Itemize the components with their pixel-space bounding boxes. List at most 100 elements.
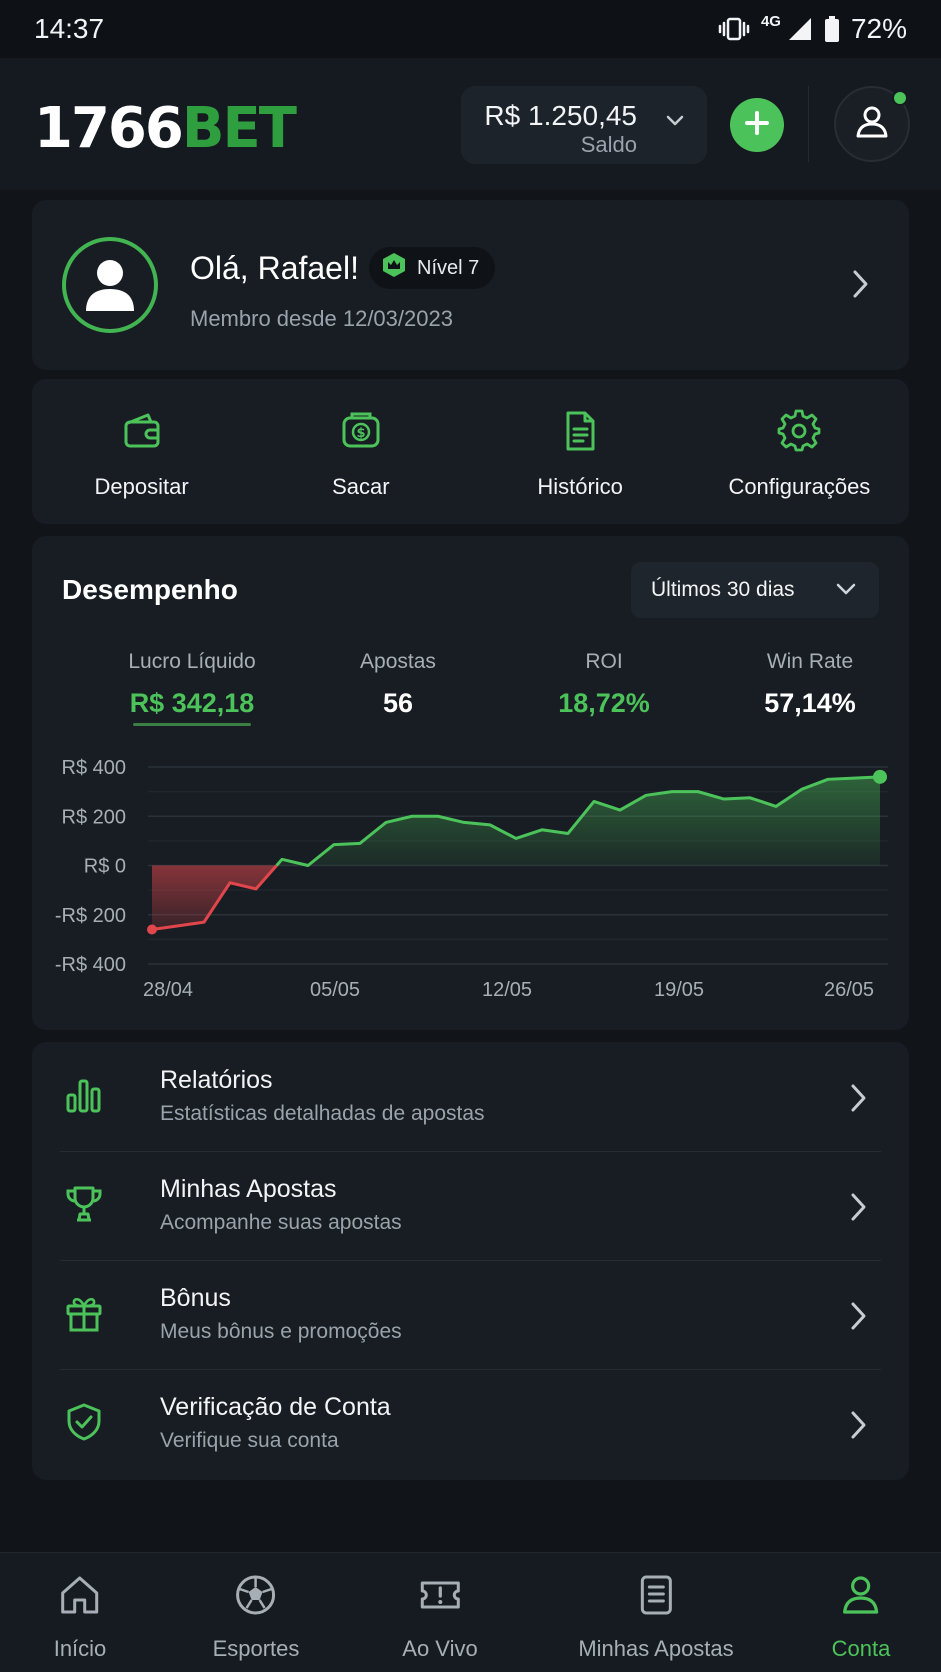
x-tick-label: 05/05 bbox=[310, 979, 360, 1001]
period-select[interactable]: Últimos 30 dias bbox=[631, 562, 879, 618]
shield-check-icon bbox=[64, 1402, 104, 1447]
brand-logo[interactable]: 1766BET bbox=[34, 96, 297, 161]
deposit-action[interactable]: Depositar bbox=[32, 379, 251, 524]
stat-label: Apostas bbox=[360, 650, 436, 673]
stat-net-profit: Lucro Líquido R$ 342,18 bbox=[89, 650, 295, 726]
menu-subtitle: Estatísticas detalhadas de apostas bbox=[160, 1102, 485, 1125]
x-tick-label: 28/04 bbox=[143, 979, 193, 1001]
nav-my-bets[interactable]: Minhas Apostas bbox=[578, 1573, 734, 1662]
menu-item-account-verification[interactable]: Verificação de Conta Verifique sua conta bbox=[60, 1369, 881, 1478]
stat-value: 57,14% bbox=[764, 688, 856, 718]
chevron-right-icon bbox=[851, 268, 869, 305]
menu-divider bbox=[60, 1151, 881, 1152]
status-time: 14:37 bbox=[34, 13, 105, 44]
stat-value: R$ 342,18 bbox=[129, 688, 255, 718]
menu-subtitle: Verifique sua conta bbox=[160, 1429, 339, 1452]
chevron-right-icon bbox=[849, 1300, 867, 1337]
menu-divider bbox=[60, 1260, 881, 1261]
profit-chart: R$ 400 R$ 200 R$ 0 -R$ 200 -R$ 400 28/04 05/05… bbox=[55, 757, 888, 1001]
battery-icon bbox=[823, 15, 841, 43]
header-divider bbox=[808, 86, 809, 162]
withdraw-label: Sacar bbox=[332, 474, 390, 499]
svg-text:$: $ bbox=[356, 426, 365, 441]
settings-label: Configurações bbox=[728, 474, 871, 499]
stat-label: Win Rate bbox=[766, 650, 854, 673]
menu-item-bonus[interactable]: Bônus Meus bônus e promoções bbox=[60, 1260, 881, 1369]
profile-card[interactable]: Olá, Rafael! Nível 7 Membro desde 12/03/… bbox=[32, 200, 909, 370]
menu-title: Verificação de Conta bbox=[160, 1393, 391, 1421]
logo-word: BET bbox=[181, 96, 297, 161]
chevron-right-icon bbox=[849, 1082, 867, 1119]
x-tick-label: 12/05 bbox=[482, 979, 532, 1001]
home-icon bbox=[58, 1573, 102, 1622]
gift-icon bbox=[64, 1293, 104, 1338]
nav-account[interactable]: Conta bbox=[831, 1573, 891, 1662]
logo-number: 1766 bbox=[34, 96, 184, 161]
withdraw-action[interactable]: $ Sacar bbox=[251, 379, 470, 524]
negative-area bbox=[152, 865, 277, 930]
menu-item-reports[interactable]: Relatórios Estatísticas detalhadas de ap… bbox=[60, 1042, 881, 1151]
account-menu: Relatórios Estatísticas detalhadas de ap… bbox=[32, 1042, 909, 1480]
nav-home[interactable]: Início bbox=[53, 1573, 107, 1662]
y-tick-label: R$ 0 bbox=[84, 856, 126, 878]
nav-label: Esportes bbox=[212, 1636, 300, 1661]
nav-sports[interactable]: Esportes bbox=[212, 1573, 300, 1662]
vibrate-icon bbox=[717, 15, 751, 43]
balance-amount: R$ 1.250,45 bbox=[484, 100, 637, 131]
plus-icon bbox=[744, 110, 770, 141]
signal-icon bbox=[787, 16, 813, 42]
nav-label: Conta bbox=[831, 1636, 891, 1661]
chevron-down-icon bbox=[836, 583, 856, 595]
performance-card: Desempenho Últimos 30 dias Lucro Líquido… bbox=[32, 536, 909, 1030]
positive-series-line bbox=[275, 775, 881, 867]
status-indicators: 4G 72% bbox=[717, 13, 907, 45]
crown-shield-icon bbox=[381, 252, 407, 284]
network-type: 4G bbox=[760, 12, 781, 30]
menu-divider bbox=[60, 1369, 881, 1370]
settings-action[interactable]: Configurações bbox=[690, 379, 909, 524]
y-tick-label: R$ 200 bbox=[62, 806, 127, 828]
y-tick-label: R$ 400 bbox=[62, 757, 127, 779]
stat-bets: Apostas 56 bbox=[295, 650, 501, 719]
greeting: Olá, Rafael! bbox=[190, 250, 359, 286]
gear-icon bbox=[777, 409, 821, 458]
nav-label: Início bbox=[53, 1636, 107, 1661]
history-label: Histórico bbox=[537, 474, 623, 499]
deposit-label: Depositar bbox=[94, 474, 189, 499]
stat-value: 18,72% bbox=[558, 688, 650, 718]
stat-roi: ROI 18,72% bbox=[501, 650, 707, 719]
nav-live[interactable]: Ao Vivo bbox=[402, 1573, 478, 1662]
wallet-icon bbox=[120, 409, 164, 458]
stat-value: 56 bbox=[382, 688, 414, 718]
start-point bbox=[147, 924, 157, 935]
y-tick-label: -R$ 400 bbox=[55, 954, 126, 976]
nav-label: Minhas Apostas bbox=[578, 1636, 734, 1661]
chevron-right-icon bbox=[849, 1409, 867, 1446]
menu-subtitle: Acompanhe suas apostas bbox=[160, 1211, 402, 1234]
end-point bbox=[873, 769, 887, 784]
balance-dropdown[interactable]: R$ 1.250,45 Saldo bbox=[461, 86, 707, 164]
menu-item-my-bets[interactable]: Minhas Apostas Acompanhe suas apostas bbox=[60, 1151, 881, 1260]
stat-label: Lucro Líquido bbox=[128, 650, 256, 673]
menu-title: Bônus bbox=[160, 1284, 231, 1312]
menu-subtitle: Meus bônus e promoções bbox=[160, 1320, 402, 1343]
user-icon bbox=[839, 1573, 883, 1622]
status-bar: 14:37 4G 72% bbox=[0, 0, 941, 58]
balance-label: Saldo bbox=[580, 132, 637, 157]
add-funds-button[interactable] bbox=[730, 98, 784, 152]
history-action[interactable]: Histórico bbox=[471, 379, 690, 524]
ticket-alert-icon bbox=[418, 1573, 462, 1622]
chevron-right-icon bbox=[849, 1191, 867, 1228]
y-tick-label: -R$ 200 bbox=[55, 905, 126, 927]
user-icon bbox=[853, 103, 891, 146]
negative-series-line bbox=[151, 864, 278, 932]
document-icon bbox=[558, 409, 602, 458]
app-header: 1766BET R$ 1.250,45 Saldo bbox=[0, 58, 941, 190]
battery-percent: 72% bbox=[850, 13, 907, 44]
online-status-dot bbox=[892, 90, 908, 106]
soccer-ball-icon bbox=[234, 1573, 278, 1622]
period-value: Últimos 30 dias bbox=[651, 578, 795, 601]
menu-title: Minhas Apostas bbox=[160, 1175, 337, 1203]
x-tick-label: 26/05 bbox=[824, 979, 874, 1001]
bar-chart-icon bbox=[64, 1075, 104, 1120]
